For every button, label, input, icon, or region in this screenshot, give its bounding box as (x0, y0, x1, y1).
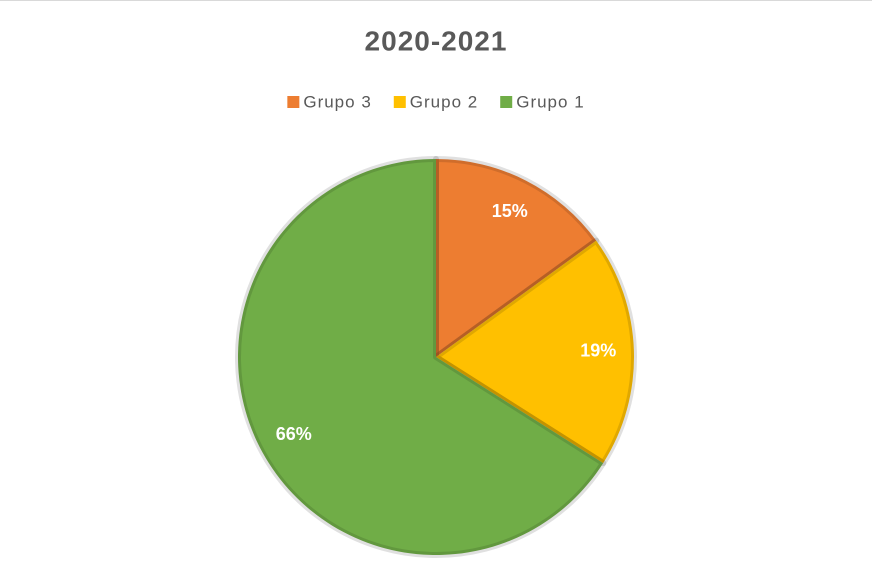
data-label: 19% (580, 341, 616, 361)
chart-title: 2020-2021 (365, 25, 508, 56)
pie-slice (237, 159, 604, 555)
legend-label: Grupo 2 (410, 92, 478, 111)
data-labels: 15% 19% 66% (276, 201, 617, 444)
slice-edge (433, 156, 600, 360)
pie-slice (436, 159, 597, 357)
pie-slice (436, 240, 634, 464)
legend-label: Grupo 3 (303, 92, 371, 111)
legend-swatch (393, 96, 406, 108)
data-label: 66% (276, 424, 312, 444)
data-label: 15% (492, 201, 528, 221)
legend-label: Grupo 1 (516, 92, 584, 111)
legend: Grupo 3 Grupo 2 Grupo 1 (287, 92, 584, 111)
legend-swatch (500, 96, 513, 108)
pie (235, 156, 637, 558)
slice-edge (235, 156, 607, 558)
legend-swatch (287, 96, 300, 108)
slice-edge (433, 237, 637, 467)
